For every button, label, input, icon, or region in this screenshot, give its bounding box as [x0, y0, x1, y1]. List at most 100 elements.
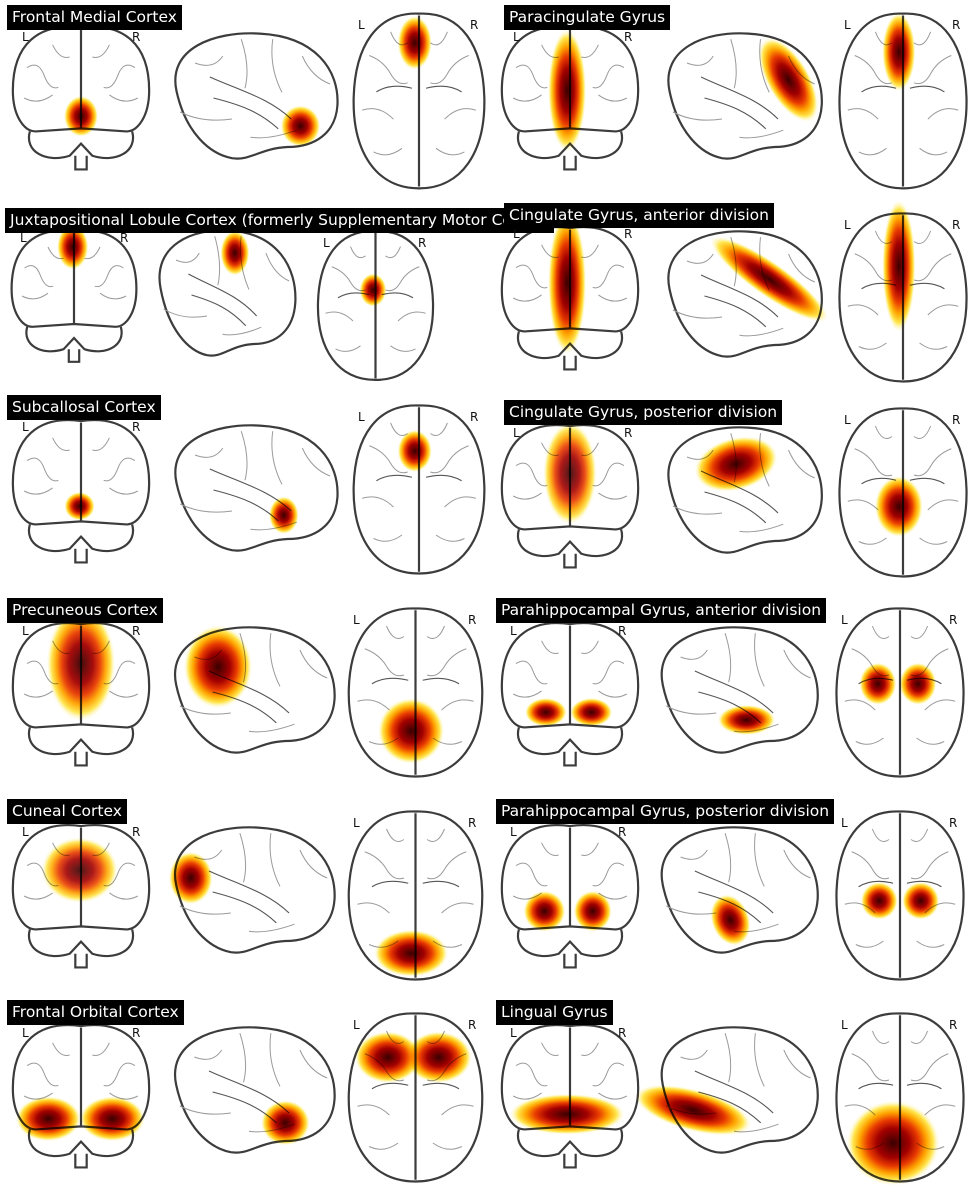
sagittal-view: [174, 32, 339, 160]
axial-view: [835, 1012, 965, 1186]
sagittal-view: [667, 426, 823, 554]
coronal-view: [500, 622, 640, 767]
left-label: L: [353, 1018, 360, 1032]
left-label: L: [513, 227, 520, 241]
left-label: L: [841, 1018, 848, 1032]
right-label: R: [468, 816, 477, 830]
coronal-view: [11, 1024, 151, 1169]
right-label: R: [132, 624, 141, 638]
left-label: L: [844, 218, 851, 232]
right-label: R: [949, 816, 958, 830]
axial-view: [347, 607, 484, 778]
coronal-view: [11, 26, 151, 171]
coronal-view: [11, 606, 151, 767]
panel-title: Parahippocampal Gyrus, anterior division: [496, 598, 827, 623]
axi-brain-outline: [835, 810, 965, 981]
sagittal-view: [667, 32, 823, 160]
activation-blob: [56, 224, 89, 270]
sag-brain-outline: [173, 826, 336, 954]
left-label: L: [513, 30, 520, 44]
activation-blob: [509, 1093, 625, 1135]
activation-blob: [902, 881, 940, 920]
panel-title: Subcallosal Cortex: [7, 395, 161, 420]
sag-brain-outline: [173, 1026, 336, 1154]
left-label: L: [22, 1026, 29, 1040]
sagittal-view: [168, 826, 336, 954]
left-label: L: [323, 236, 330, 250]
activation-blob: [405, 1031, 472, 1084]
left-label: L: [358, 18, 365, 32]
coronal-view: [500, 26, 640, 171]
left-label: L: [844, 18, 851, 32]
sag-brain-outline: [174, 424, 339, 552]
panel-title: Frontal Medial Cortex: [7, 5, 182, 30]
activation-blob: [758, 37, 819, 123]
activation-blob: [63, 95, 99, 137]
right-label: R: [132, 825, 141, 839]
left-label: L: [513, 426, 520, 440]
right-label: R: [470, 18, 479, 32]
right-label: R: [132, 30, 141, 44]
cor-brain-outline: [500, 622, 640, 767]
activation-blob: [41, 837, 118, 903]
activation-blob: [79, 1096, 145, 1142]
cor-brain-outline: [10, 229, 138, 363]
activation-blob: [860, 881, 898, 920]
axial-view: [352, 404, 486, 575]
activation-blob: [717, 704, 776, 736]
axial-view: [347, 810, 484, 981]
right-label: R: [624, 426, 633, 440]
activation-blob: [899, 662, 937, 706]
sag-brain-outline: [174, 32, 339, 160]
cor-brain-outline: [500, 824, 640, 969]
activation-blob: [359, 273, 387, 307]
right-label: R: [470, 410, 479, 424]
sagittal-view: [660, 826, 819, 954]
right-label: R: [949, 1018, 958, 1032]
coronal-view: [500, 210, 640, 371]
left-label: L: [510, 825, 517, 839]
coronal-view: [500, 421, 640, 569]
activation-blob: [524, 697, 567, 727]
right-label: R: [952, 18, 961, 32]
right-label: R: [624, 30, 633, 44]
right-label: R: [618, 825, 627, 839]
activation-blob: [846, 1100, 940, 1186]
panel-title: Lingual Gyrus: [496, 1000, 613, 1025]
axial-view: [347, 1012, 484, 1183]
left-label: L: [844, 413, 851, 427]
activation-blob: [882, 12, 916, 92]
axial-view: [838, 199, 968, 383]
cor-brain-outline: [11, 419, 151, 564]
activation-blob: [634, 1084, 752, 1136]
activation-blob: [859, 662, 897, 706]
right-label: R: [618, 1026, 627, 1040]
right-label: R: [468, 613, 477, 627]
right-label: R: [618, 624, 627, 638]
axial-view: [838, 12, 968, 190]
right-label: R: [132, 420, 141, 434]
right-label: R: [952, 218, 961, 232]
axial-view: [835, 607, 965, 778]
panel-title: Cingulate Gyrus, anterior division: [504, 203, 774, 228]
sagittal-view: [174, 424, 339, 552]
sag-brain-outline: [660, 826, 819, 954]
cor-brain-outline: [11, 1024, 151, 1169]
activation-blob: [183, 625, 253, 709]
sagittal-view: [158, 229, 297, 357]
left-label: L: [20, 231, 27, 245]
right-label: R: [952, 413, 961, 427]
axi-brain-outline: [352, 12, 486, 190]
activation-blob: [874, 475, 924, 538]
left-label: L: [358, 410, 365, 424]
axial-view: [838, 407, 968, 578]
activation-blob: [260, 1100, 310, 1146]
activation-blob: [268, 496, 299, 535]
activation-blob: [523, 890, 566, 932]
activation-blob: [373, 929, 449, 977]
activation-blob: [64, 491, 95, 521]
right-label: R: [418, 236, 427, 250]
axial-view: [316, 229, 435, 382]
sag-brain-outline: [660, 1026, 819, 1154]
left-label: L: [22, 30, 29, 44]
